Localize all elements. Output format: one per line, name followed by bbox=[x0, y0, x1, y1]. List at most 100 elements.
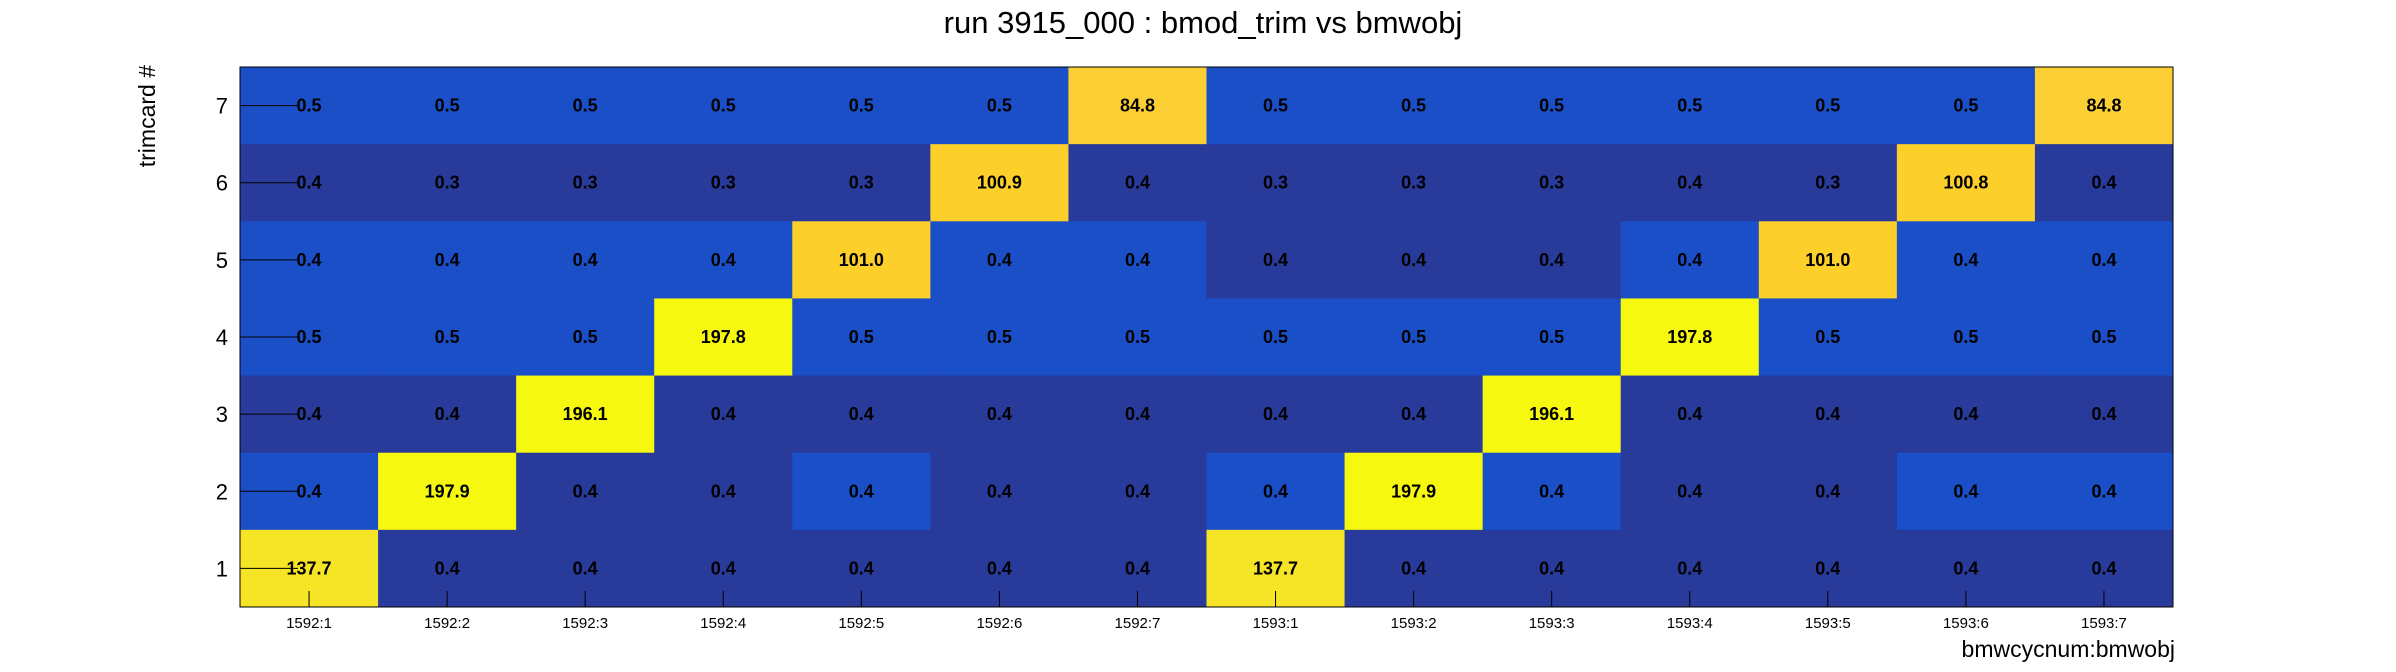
heatmap-cell bbox=[654, 67, 793, 145]
cell-value-label: 0.4 bbox=[1815, 481, 1840, 501]
heatmap-cell bbox=[930, 221, 1069, 299]
cell-value-label: 0.4 bbox=[711, 558, 736, 578]
cell-value-label: 0.4 bbox=[1539, 558, 1564, 578]
heatmap-cell bbox=[1344, 144, 1484, 222]
heatmap-cell bbox=[1620, 67, 1760, 145]
cell-value-label: 0.4 bbox=[711, 481, 736, 501]
cell-value-label: 84.8 bbox=[1120, 96, 1155, 116]
heatmap-cell bbox=[1206, 298, 1346, 377]
heatmap-cell bbox=[516, 298, 655, 377]
heatmap-cell bbox=[1206, 221, 1346, 299]
cell-value-label: 0.4 bbox=[2091, 558, 2116, 578]
cell-value-label: 0.5 bbox=[711, 96, 736, 116]
heatmap-cell bbox=[654, 144, 793, 222]
heatmap-cell bbox=[654, 221, 793, 299]
heatmap-cell bbox=[1758, 67, 1898, 145]
y-tick-label: 4 bbox=[216, 325, 228, 350]
x-tick-label: 1592:1 bbox=[286, 615, 332, 632]
cell-value-label: 0.3 bbox=[849, 173, 874, 193]
cell-value-label: 0.5 bbox=[987, 327, 1012, 347]
x-tick-label: 1593:6 bbox=[1943, 615, 1989, 632]
cell-value-label: 0.3 bbox=[1815, 173, 1840, 193]
heatmap-cell bbox=[1620, 221, 1760, 299]
y-tick-label: 7 bbox=[216, 94, 228, 119]
cell-value-label: 0.5 bbox=[1539, 96, 1564, 116]
heatmap-cell bbox=[792, 144, 931, 222]
heatmap-cell bbox=[1758, 144, 1898, 222]
heatmap-cell bbox=[516, 452, 655, 531]
y-tick-label: 2 bbox=[216, 479, 228, 504]
cell-value-label: 0.4 bbox=[1815, 558, 1840, 578]
cell-value-label: 0.4 bbox=[435, 404, 460, 424]
heatmap-cell bbox=[1620, 375, 1760, 454]
cell-value-label: 0.4 bbox=[1953, 404, 1978, 424]
cell-value-label: 0.4 bbox=[987, 250, 1012, 270]
cell-value-label: 0.4 bbox=[297, 481, 322, 501]
cell-value-label: 0.5 bbox=[1539, 327, 1564, 347]
cell-value-label: 0.3 bbox=[1263, 173, 1288, 193]
y-tick-label: 5 bbox=[216, 248, 228, 273]
heatmap-cell bbox=[1068, 144, 1207, 222]
cell-value-label: 0.4 bbox=[573, 250, 598, 270]
x-tick-label: 1593:5 bbox=[1805, 615, 1851, 632]
cell-value-label: 0.4 bbox=[1677, 481, 1702, 501]
cell-value-label: 0.3 bbox=[435, 173, 460, 193]
heatmap-cell bbox=[930, 67, 1069, 145]
heatmap-cell bbox=[1758, 298, 1898, 377]
cell-value-label: 197.9 bbox=[1391, 481, 1436, 501]
heatmap-cell bbox=[1758, 221, 1898, 299]
heatmap-cell bbox=[930, 144, 1069, 222]
cell-value-label: 0.5 bbox=[1677, 96, 1702, 116]
cell-value-label: 0.4 bbox=[987, 558, 1012, 578]
x-tick-label: 1593:7 bbox=[2081, 615, 2127, 632]
x-tick-label: 1592:4 bbox=[700, 615, 746, 632]
heatmap-cell bbox=[1758, 375, 1898, 454]
heatmap-cell bbox=[1068, 452, 1207, 531]
heatmap-cell bbox=[1896, 221, 2036, 299]
heatmap-cell bbox=[1896, 144, 2036, 222]
x-tick-label: 1592:7 bbox=[1115, 615, 1161, 632]
heatmap-cell bbox=[1482, 298, 1622, 377]
cell-value-label: 0.5 bbox=[2091, 327, 2116, 347]
cell-value-label: 196.1 bbox=[563, 404, 608, 424]
heatmap-cell bbox=[654, 375, 793, 454]
cell-value-label: 0.4 bbox=[297, 404, 322, 424]
heatmap-cell bbox=[1206, 67, 1346, 145]
heatmap-cell bbox=[930, 452, 1069, 531]
cell-value-label: 0.4 bbox=[2091, 173, 2116, 193]
heatmap-cell bbox=[1344, 221, 1484, 299]
heatmap-cell bbox=[2034, 375, 2174, 454]
cell-value-label: 0.5 bbox=[1815, 327, 1840, 347]
cell-value-label: 0.4 bbox=[849, 404, 874, 424]
cell-value-label: 0.4 bbox=[2091, 404, 2116, 424]
y-tick-labels: 7 6 5 4 3 2 1 bbox=[216, 94, 228, 582]
heatmap-cell bbox=[2034, 144, 2174, 222]
cell-value-label: 0.5 bbox=[849, 327, 874, 347]
cell-value-label: 0.4 bbox=[1125, 481, 1150, 501]
cell-value-label: 0.4 bbox=[1125, 173, 1150, 193]
cell-value-label: 0.4 bbox=[1401, 404, 1426, 424]
heatmap-cell bbox=[792, 67, 931, 145]
cell-value-label: 0.5 bbox=[435, 327, 460, 347]
plot-frame bbox=[239, 66, 2174, 608]
cell-value-label: 0.5 bbox=[1953, 327, 1978, 347]
cell-value-label: 0.4 bbox=[849, 558, 874, 578]
heatmap-cell bbox=[792, 375, 931, 454]
heatmap-cell bbox=[1896, 375, 2036, 454]
cell-value-label: 0.5 bbox=[849, 96, 874, 116]
heatmap-cell bbox=[378, 375, 517, 454]
heatmap-cell bbox=[516, 144, 655, 222]
heatmap-cell bbox=[1206, 144, 1346, 222]
cell-value-label: 0.4 bbox=[573, 558, 598, 578]
cell-value-label: 0.4 bbox=[849, 481, 874, 501]
cell-value-label: 137.7 bbox=[287, 558, 332, 578]
cell-value-label: 101.0 bbox=[839, 250, 884, 270]
cell-value-label: 0.4 bbox=[1953, 481, 1978, 501]
heatmap-cell bbox=[792, 452, 931, 531]
x-tick-label: 1593:2 bbox=[1391, 615, 1437, 632]
cell-value-label: 0.4 bbox=[1539, 481, 1564, 501]
cell-value-label: 0.4 bbox=[297, 173, 322, 193]
cell-value-label: 0.4 bbox=[2091, 250, 2116, 270]
heatmap-cell bbox=[792, 221, 931, 299]
cell-value-label: 100.8 bbox=[1943, 173, 1988, 193]
